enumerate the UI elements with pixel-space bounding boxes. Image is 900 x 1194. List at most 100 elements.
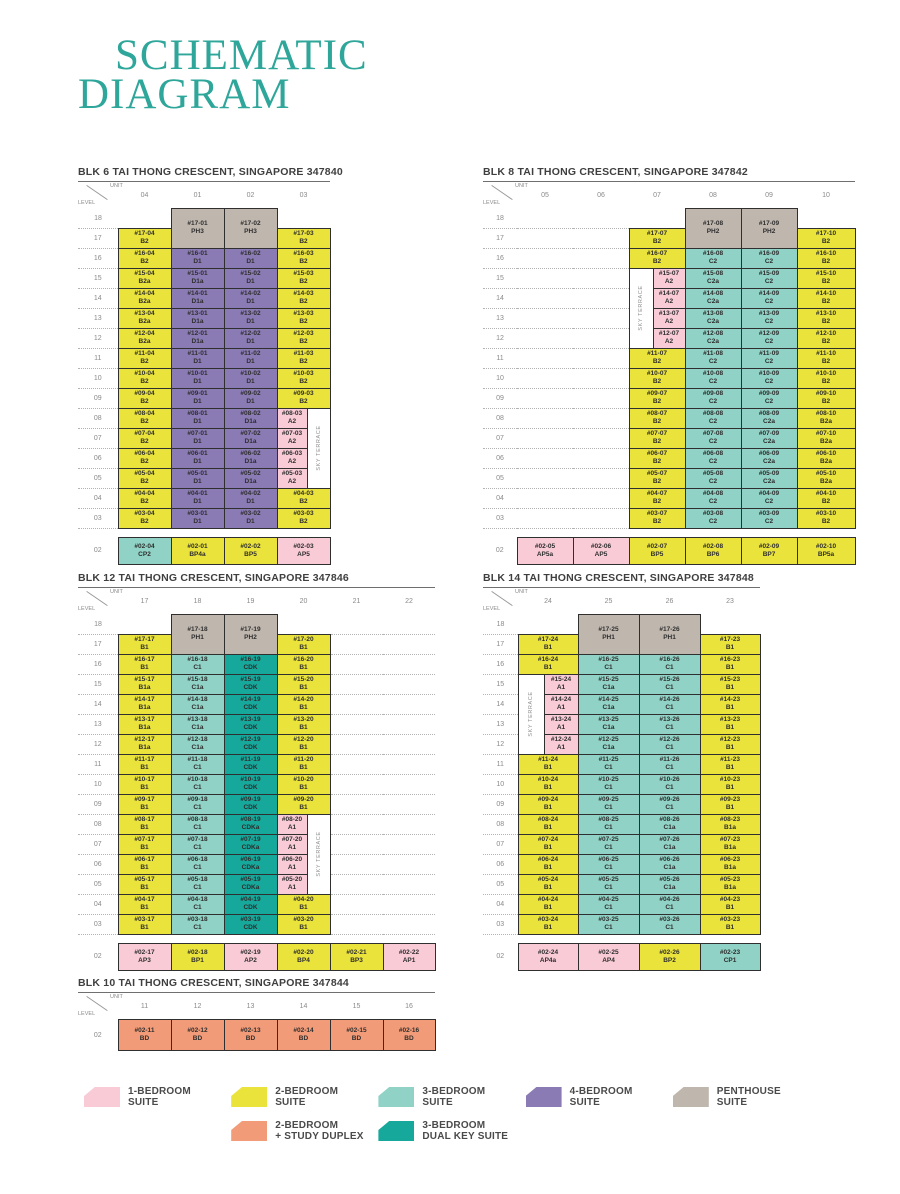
level-axis-label: LEVEL — [483, 606, 501, 613]
level-row: 09 #09-24 B1 #09-25 C1 #09-26 C1 #09-23 B1 — [483, 793, 761, 815]
sky-terrace-strip: SKY TERRACE — [628, 267, 654, 349]
unit-cell: #10-10 B2 — [796, 367, 856, 389]
unit-number: #02-10 — [815, 542, 837, 550]
unit-number: #16-24 — [537, 656, 559, 663]
unit-type: B2 — [821, 358, 831, 365]
unit-type: B1 — [140, 764, 149, 771]
level-label: 12 — [78, 328, 118, 349]
unit-cell: #04-17 B1 — [117, 893, 172, 915]
unit-number: #07-03 — [281, 430, 303, 437]
unit-number: #02-05 — [534, 542, 556, 550]
unit-cell: #10-17 B1 — [117, 773, 172, 795]
unit-cell: #04-25 C1 — [577, 893, 640, 915]
unit-number: #08-03 — [281, 410, 303, 417]
unit-type: C1a — [191, 684, 204, 691]
unit-cell: #02-12 BD — [170, 1019, 225, 1051]
legend-label-line2: SUITE — [275, 1097, 306, 1108]
unit-number: #14-07 — [658, 290, 680, 297]
schematic-table: UNIT LEVEL 24 25 26 23 18 #17-25 PH1 #17-26 PH1 17 #… — [483, 588, 761, 971]
unit-cell: #07-26 C1a — [638, 833, 701, 855]
unit-number: #11-20 — [293, 756, 314, 763]
unit-number: #05-25 — [598, 876, 619, 883]
empty-cell — [383, 714, 436, 735]
unit-cell: #12-04 B2a — [117, 327, 172, 349]
unit-type: B1 — [725, 704, 735, 711]
level-row: 10 #10-07 B2 #10-08 C2 #10-09 C2 #10-10 B2 — [483, 367, 856, 389]
level-row: 16 #16-07 B2 #16-08 C2 #16-09 C2 #16-10 B2 — [483, 247, 856, 269]
unit-cell: #15-09 C2 — [740, 267, 798, 289]
unit-number: #04-18 — [187, 896, 208, 903]
unit-type: PH3 — [191, 228, 204, 236]
unit-type: C1 — [665, 924, 674, 931]
unit-number: #10-02 — [240, 370, 261, 377]
unit-number: #09-08 — [702, 390, 724, 397]
level-row: 08 #08-07 B2 #08-08 C2 #08-09 C2a #08-10 B2a — [483, 407, 856, 429]
empty-cell — [383, 814, 436, 835]
unit-number: #08-20 — [281, 816, 303, 823]
unit-type: B2 — [652, 378, 662, 385]
unit-cell: #07-24 B1 — [517, 833, 579, 855]
unit-type: B1 — [299, 744, 308, 751]
empty-cell — [700, 614, 761, 635]
unit-number: #14-18 — [187, 696, 208, 703]
level-row: 10 #10-24 B1 #10-25 C1 #10-26 C1 #10-23 B1 — [483, 773, 761, 795]
unit-number: #16-18 — [187, 656, 208, 663]
column-header: 20 — [299, 597, 308, 605]
unit-type: CDK — [243, 664, 258, 671]
unit-number: #16-23 — [719, 656, 741, 663]
unit-number: #05-18 — [187, 876, 208, 883]
unit-number: #04-09 — [758, 490, 780, 497]
level-row: 07 #07-24 B1 #07-25 C1 #07-26 C1a #07-23 B1a — [483, 833, 761, 855]
unit-type: C1 — [193, 804, 202, 811]
unit-number: #09-02 — [240, 390, 261, 397]
unit-cell: #11-19 CDK — [223, 753, 278, 775]
unit-type: D1 — [193, 378, 202, 385]
unit-cell: #16-07 B2 — [628, 247, 686, 269]
unit-cell: #09-04 B2 — [117, 387, 172, 409]
unit-type: C1a — [602, 724, 615, 731]
penthouse-cell: #17-02 PH3 — [223, 208, 278, 249]
unit-cell: #07-03 A2 — [276, 427, 308, 449]
level-label: 15 — [483, 674, 518, 695]
empty-cell — [383, 774, 436, 795]
unit-type: C1 — [193, 664, 202, 671]
penthouse-cell: #17-08 PH2 — [684, 208, 742, 249]
unit-type: B1 — [725, 904, 735, 911]
unit-number: #15-25 — [598, 676, 619, 683]
schematic-table: UNIT LEVEL 17 18 19 20 21 22 18 #17-18 PH1 #17-19 PH… — [78, 588, 436, 971]
level-row: 10 #10-17 B1 #10-18 C1 #10-19 CDK #10-20 B1 — [78, 773, 436, 795]
unit-cell: #08-24 B1 — [517, 813, 579, 835]
level-label: 16 — [483, 248, 517, 269]
level-label: 13 — [483, 714, 518, 735]
unit-number: #02-03 — [293, 542, 314, 550]
unit-number: #17-02 — [240, 220, 261, 228]
level-row: 03 #03-17 B1 #03-18 C1 #03-19 CDK #03-20 B1 — [78, 913, 436, 935]
empty-cell — [517, 408, 573, 429]
unit-axis-label: UNIT — [515, 589, 528, 596]
unit-type: C2a — [763, 438, 775, 445]
unit-type: CDKa — [241, 884, 260, 891]
empty-cell — [330, 634, 384, 655]
legend-swatch — [231, 1087, 268, 1107]
level-row: 10 #10-04 B2 #10-01 D1 #10-02 D1 #10-03 B2 — [78, 367, 331, 389]
unit-type: C1 — [193, 784, 202, 791]
unit-number: #15-17 — [134, 676, 155, 683]
unit-type: B1 — [299, 664, 308, 671]
unit-cell: #13-19 CDK — [223, 713, 278, 735]
empty-cell — [573, 328, 629, 349]
unit-type: C2a — [763, 458, 775, 465]
unit-cell: #02-20 BP4 — [276, 942, 331, 971]
unit-type: B1 — [725, 784, 735, 791]
unit-cell: #07-23 B1a — [699, 833, 761, 855]
level-label: 09 — [483, 388, 517, 409]
level-label: 15 — [78, 268, 118, 289]
unit-type: B1 — [299, 924, 308, 931]
unit-number: #13-18 — [187, 716, 208, 723]
unit-cell: #13-08 C2a — [684, 307, 742, 329]
empty-cell — [517, 288, 573, 309]
unit-type: B2 — [652, 518, 662, 525]
level-label: 17 — [78, 634, 118, 655]
level-row: 03 #03-24 B1 #03-25 C1 #03-26 C1 #03-23 B1 — [483, 913, 761, 935]
unit-cell: #13-18 C1a — [170, 713, 225, 735]
unit-number: #12-03 — [293, 330, 314, 337]
